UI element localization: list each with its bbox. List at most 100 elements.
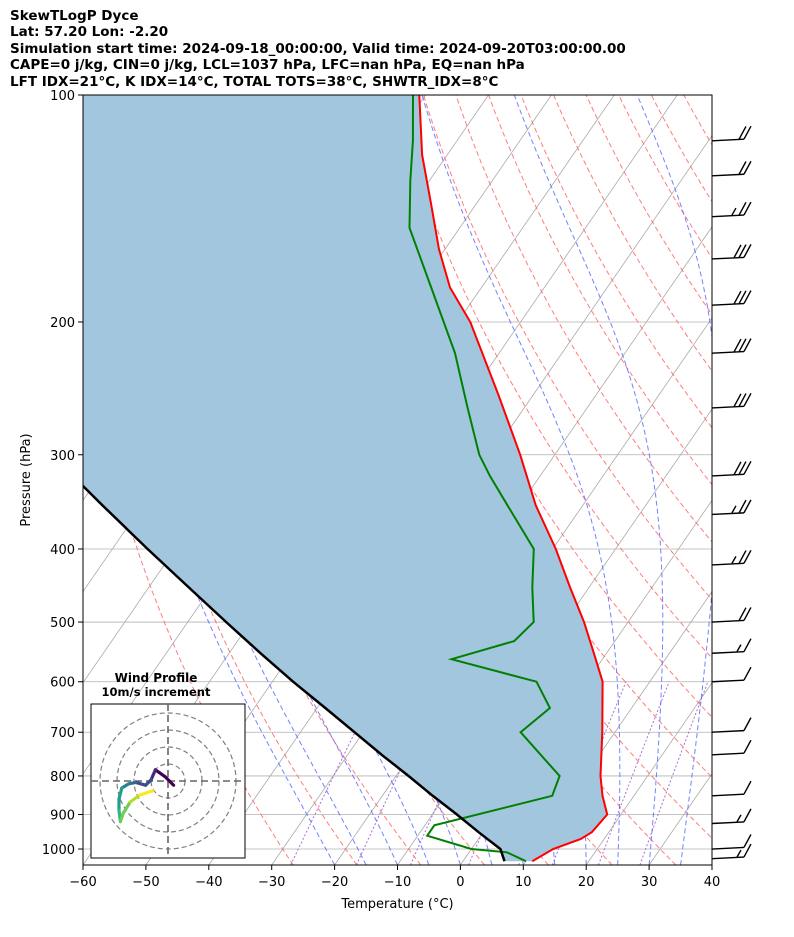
y-tick-label: 700 (50, 726, 75, 741)
wind-barb (711, 666, 752, 683)
barb-flag (738, 338, 747, 353)
wind-barb (711, 338, 752, 354)
cin-shading (83, 95, 608, 862)
barb-flag (738, 126, 747, 140)
barb-shaft (711, 679, 744, 683)
axes: −60 −50 −40 −30 −20 −10 0 10 20 30 40 100 200 300 400 5… (19, 89, 720, 912)
inset-title: Wind Profile (115, 671, 198, 685)
barb-shaft (711, 856, 744, 860)
barb-half-flag (731, 505, 737, 514)
x-tick-label: 40 (704, 875, 721, 890)
wind-barb (711, 550, 752, 566)
wind-barb (711, 638, 752, 654)
chart-location: Lat: 57.20 Lon: -2.20 (10, 24, 169, 41)
barb-flag (743, 717, 752, 731)
cin-area (83, 95, 608, 862)
barb-shaft (711, 729, 744, 733)
y-tick-label: 200 (50, 316, 75, 331)
barb-flag (738, 161, 747, 175)
barb-half-flag (736, 644, 742, 652)
barb-shaft (711, 138, 744, 142)
barb-flag (733, 393, 742, 408)
mixing-ratio-line (597, 681, 670, 865)
wind-barb (711, 392, 752, 409)
barb-shaft (711, 350, 744, 354)
barb-flag (743, 160, 752, 175)
hodograph-segment (153, 768, 167, 779)
dry-adiabat (325, 95, 712, 779)
wind-barb (711, 717, 752, 733)
barb-flag (743, 125, 752, 140)
wind-barb (711, 125, 752, 142)
barb-flag (738, 550, 747, 564)
hodograph-segment (117, 786, 124, 801)
wind-barb (711, 780, 752, 797)
profile-lines (83, 95, 609, 863)
barb-flag (743, 843, 752, 858)
barb-flag (738, 290, 747, 305)
barb-flag (743, 201, 752, 216)
x-tick-label: −50 (132, 875, 159, 890)
barb-flag (738, 244, 747, 258)
barb-flag (738, 393, 747, 407)
chart-times: Simulation start time: 2024-09-18_00:00:… (10, 40, 626, 57)
x-tick-label: −20 (321, 875, 348, 890)
chart-indices: LFT IDX=21°C, K IDX=14°C, TOTAL TOTS=38°… (10, 73, 499, 90)
hodograph-segment (149, 768, 157, 782)
mixing-ratio-line (639, 681, 709, 865)
y-tick-label: 600 (50, 676, 75, 691)
barb-shaft (711, 173, 744, 177)
barb-flag (733, 290, 742, 305)
barb-flag (743, 780, 752, 795)
barb-half-flag (736, 849, 742, 858)
inset-content (91, 704, 245, 858)
moist-adiabat (711, 861, 712, 865)
barb-half-flag (731, 555, 737, 564)
dry-adiabat (455, 95, 712, 543)
wind-barbs (711, 125, 752, 860)
dry-adiabat (390, 95, 712, 659)
wind-barb (711, 290, 752, 306)
y-tick-label: 900 (50, 809, 75, 824)
barb-flag (743, 460, 752, 475)
barb-flag (743, 244, 752, 258)
wind-barb (711, 160, 752, 177)
barb-shaft (711, 473, 744, 477)
x-tick-label: 30 (641, 875, 658, 890)
wind-barb (711, 607, 752, 623)
barb-flag (743, 338, 752, 352)
hodograph-segment (163, 775, 176, 787)
barb-shaft (711, 512, 744, 516)
barb-shaft (711, 650, 744, 654)
hodograph-segment (138, 789, 155, 797)
barb-flag (738, 461, 747, 475)
x-tick-label: −10 (384, 875, 411, 890)
y-axis-label: Pressure (hPa) (19, 433, 34, 526)
barb-flag (738, 607, 747, 622)
dry-adiabat (97, 95, 358, 865)
barb-shaft (711, 793, 744, 797)
x-axis-label: Temperature (°C) (340, 897, 453, 912)
barb-flag (743, 290, 752, 304)
y-tick-label: 1000 (42, 843, 75, 858)
dry-adiabat (716, 95, 794, 865)
barb-flag (743, 834, 752, 848)
barb-flag (738, 201, 747, 216)
barb-flag (743, 808, 752, 823)
x-tick-label: −60 (69, 875, 96, 890)
dry-adiabat (520, 95, 712, 429)
temperature-profile (418, 95, 609, 863)
chart-title: SkewTLogP Dyce (10, 8, 139, 24)
dry-adiabat (488, 95, 712, 486)
barb-shaft (711, 214, 744, 218)
barb-flag (743, 666, 752, 681)
hodograph-segment (128, 793, 142, 804)
barb-half-flag (736, 814, 742, 823)
barb-shaft (711, 562, 744, 566)
barb-flag (738, 499, 747, 514)
isotherm-line (522, 590, 712, 865)
barb-flag (743, 550, 752, 564)
barb-flag (733, 244, 742, 259)
barb-shaft (711, 405, 744, 409)
